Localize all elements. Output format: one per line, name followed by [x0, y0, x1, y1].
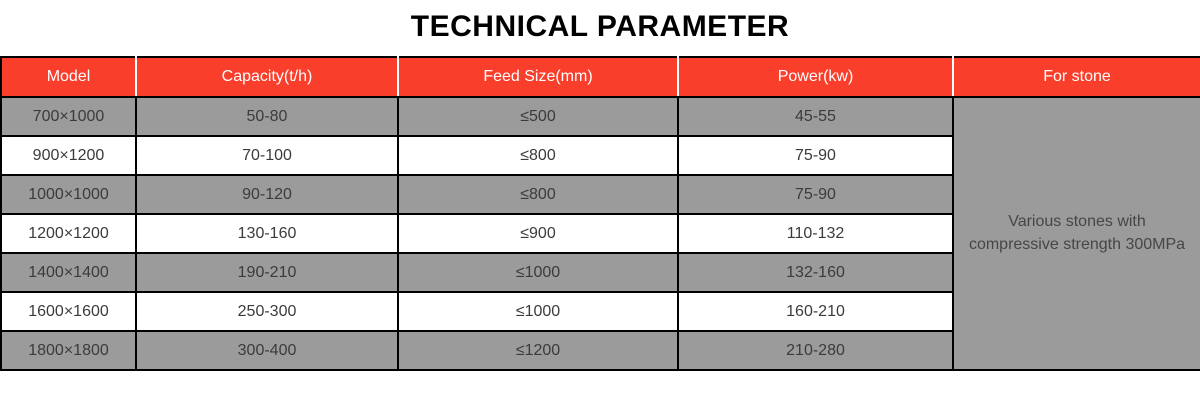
page-title: TECHNICAL PARAMETER — [410, 10, 790, 43]
header-row: Model Capacity(t/h) Feed Size(mm) Power(… — [1, 57, 1200, 98]
cell-model: 1200×1200 — [0, 213, 137, 254]
cell-power: 110-132 — [677, 213, 954, 254]
cell-model: 700×1000 — [0, 96, 137, 137]
column-header-model: Model — [1, 57, 136, 98]
cell-feed-size: ≤900 — [397, 213, 679, 254]
cell-capacity: 250-300 — [135, 291, 399, 332]
cell-power: 160-210 — [677, 291, 954, 332]
cell-feed-size: ≤800 — [397, 174, 679, 215]
cell-feed-size: ≤1200 — [397, 330, 679, 371]
cell-power: 210-280 — [677, 330, 954, 371]
cell-power: 75-90 — [677, 174, 954, 215]
cell-feed-size: ≤500 — [397, 96, 679, 137]
column-header-feed-size: Feed Size(mm) — [397, 57, 678, 98]
for-stone-cell: Various stones with compressive strength… — [952, 96, 1200, 371]
cell-capacity: 50-80 — [135, 96, 399, 137]
table-row: 1400×1400 190-210 ≤1000 132-160 — [0, 252, 1200, 293]
column-header-capacity: Capacity(t/h) — [135, 57, 398, 98]
table-row: 1200×1200 130-160 ≤900 110-132 — [0, 213, 1200, 254]
column-header-for-stone: For stone — [952, 57, 1200, 98]
cell-capacity: 130-160 — [135, 213, 399, 254]
cell-model: 1600×1600 — [0, 291, 137, 332]
cell-power: 45-55 — [677, 96, 954, 137]
cell-capacity: 300-400 — [135, 330, 399, 371]
technical-parameter-table: Model Capacity(t/h) Feed Size(mm) Power(… — [0, 56, 1200, 371]
table-row: 1600×1600 250-300 ≤1000 160-210 — [0, 291, 1200, 332]
cell-capacity: 190-210 — [135, 252, 399, 293]
cell-capacity: 90-120 — [135, 174, 399, 215]
column-header-power: Power(kw) — [677, 57, 953, 98]
cell-feed-size: ≤1000 — [397, 291, 679, 332]
cell-model: 900×1200 — [0, 135, 137, 176]
cell-feed-size: ≤1000 — [397, 252, 679, 293]
table-row: 700×1000 50-80 ≤500 45-55 Various stones… — [0, 96, 1200, 371]
cell-model: 1800×1800 — [0, 330, 137, 371]
cell-feed-size: ≤800 — [397, 135, 679, 176]
cell-capacity: 70-100 — [135, 135, 399, 176]
table-row: 1000×1000 90-120 ≤800 75-90 — [0, 174, 1200, 215]
table-row: 1800×1800 300-400 ≤1200 210-280 — [0, 330, 1200, 371]
table-row: 900×1200 70-100 ≤800 75-90 — [0, 135, 1200, 176]
cell-model: 1000×1000 — [0, 174, 137, 215]
cell-power: 75-90 — [677, 135, 954, 176]
cell-model: 1400×1400 — [0, 252, 137, 293]
cell-power: 132-160 — [677, 252, 954, 293]
